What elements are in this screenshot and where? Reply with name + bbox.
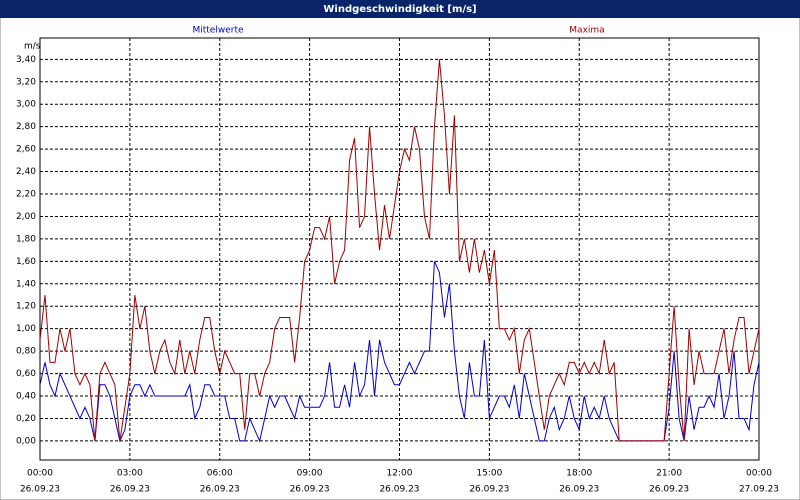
x-tick-label: 15:00 bbox=[476, 469, 502, 479]
x-tick-label: 06:00 bbox=[207, 469, 233, 479]
y-tick-label: 2,00 bbox=[16, 212, 36, 222]
x-tick-date: 26.09.23 bbox=[290, 485, 330, 495]
y-tick-label: 0,60 bbox=[16, 369, 36, 379]
x-tick-date: 26.09.23 bbox=[20, 485, 60, 495]
y-tick-label: 0,80 bbox=[16, 347, 36, 357]
x-tick-label: 18:00 bbox=[566, 469, 592, 479]
x-tick-date: 26.09.23 bbox=[379, 485, 419, 495]
x-tick-label: 03:00 bbox=[117, 469, 143, 479]
y-tick-label: 1,80 bbox=[16, 234, 36, 244]
y-tick-label: 0,20 bbox=[16, 414, 36, 424]
x-tick-date: 26.09.23 bbox=[469, 485, 509, 495]
y-tick-label: 3,00 bbox=[16, 100, 36, 110]
x-tick-label: 09:00 bbox=[297, 469, 323, 479]
legend-label: Mittelwerte bbox=[192, 26, 243, 36]
y-tick-label: 1,60 bbox=[16, 257, 36, 267]
y-tick-label: 3,20 bbox=[16, 77, 36, 87]
x-tick-date: 26.09.23 bbox=[559, 485, 599, 495]
x-tick-date: 26.09.23 bbox=[110, 485, 150, 495]
y-tick-label: 2,80 bbox=[16, 122, 36, 132]
y-tick-label: 2,60 bbox=[16, 145, 36, 155]
x-tick-label: 00:00 bbox=[27, 469, 53, 479]
y-tick-label: 1,00 bbox=[16, 324, 36, 334]
x-tick-date: 26.09.23 bbox=[649, 485, 689, 495]
y-tick-label: 1,20 bbox=[16, 302, 36, 312]
y-tick-label: 3,40 bbox=[16, 55, 36, 65]
data-line bbox=[39, 59, 760, 442]
y-tick-label: 1,40 bbox=[16, 279, 36, 289]
y-tick-label: 0,00 bbox=[16, 436, 36, 446]
chart-title: Windgeschwindigkeit [m/s] bbox=[323, 4, 476, 15]
title-bar bbox=[0, 0, 800, 18]
x-tick-date: 26.09.23 bbox=[200, 485, 240, 495]
y-tick-label: 2,20 bbox=[16, 190, 36, 200]
y-tick-label: 0,40 bbox=[16, 392, 36, 402]
legend-label: Maxima bbox=[569, 26, 604, 36]
y-tick-label: 2,40 bbox=[16, 167, 36, 177]
x-tick-date: 27.09.23 bbox=[739, 485, 779, 495]
x-tick-label: 00:00 bbox=[746, 469, 772, 479]
x-tick-label: 12:00 bbox=[387, 469, 413, 479]
x-tick-label: 21:00 bbox=[656, 469, 682, 479]
y-axis-label: m/s bbox=[24, 42, 41, 52]
